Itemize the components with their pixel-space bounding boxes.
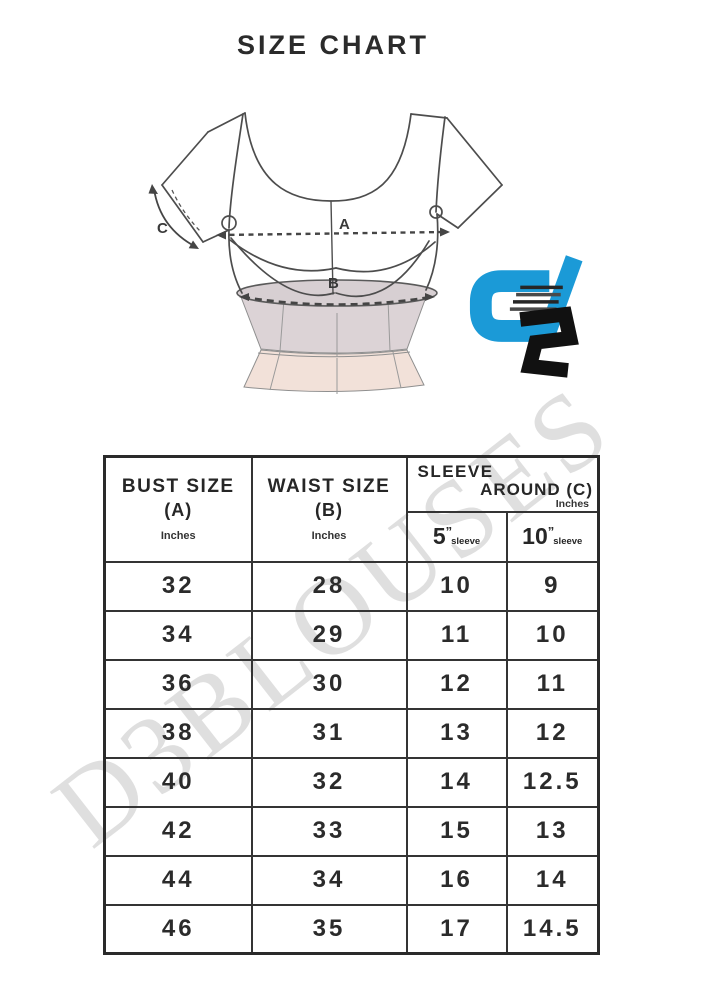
waist-measure-line (239, 293, 435, 306)
waist-value-cell: 33 (250, 805, 408, 857)
waist-value-cell: 28 (250, 560, 408, 612)
sleeve5-value-cell: 12 (405, 658, 508, 710)
sleeve5-value-cell: 14 (405, 756, 508, 808)
sleeve10-value-cell: 12.5 (505, 756, 600, 808)
bust-value-cell: 34 (103, 609, 253, 661)
size-row: 40 32 14 12.5 (103, 756, 600, 808)
bust-measure-label: A (339, 216, 350, 233)
sleeve10-value-cell: 10 (505, 609, 600, 661)
blouse-outline (161, 112, 503, 298)
logo-3-icon (519, 306, 579, 378)
bust-header-letter: (A) (164, 499, 193, 520)
size-row: 34 29 11 10 (103, 609, 600, 661)
waist-header-unit: Inches (311, 529, 347, 542)
sleeve-10-inch-mark: ” (547, 524, 554, 539)
size-row: 46 35 17 14.5 (103, 903, 600, 955)
bust-value-cell: 46 (103, 903, 253, 955)
sleeve-10-number: 10 (522, 523, 548, 549)
bust-value-cell: 36 (103, 658, 253, 710)
sleeve-5-inch-mark: ” (445, 524, 452, 539)
waist-value-cell: 30 (250, 658, 408, 710)
size-row: 32 28 10 9 (103, 560, 600, 612)
sleeve-measure-line (148, 184, 201, 249)
waist-value-cell: 31 (250, 707, 408, 759)
waist-header-cell: WAIST SIZE (B) Inches (250, 455, 408, 563)
sleeve-5-header-cell: 5”sleeve (405, 510, 508, 563)
blouse-measurement-diagram: A B C (148, 112, 503, 394)
sleeve-header-title: SLEEVE (417, 461, 494, 481)
sleeve-10-word: sleeve (553, 536, 583, 547)
page-title: SIZE CHART (237, 30, 429, 60)
sleeve-10-header-cell: 10”sleeve (505, 510, 600, 563)
sleeve-header-letter: AROUND (C) (480, 479, 593, 499)
bust-value-cell: 38 (103, 707, 253, 759)
sleeve5-value-cell: 17 (405, 903, 508, 955)
size-row: 38 31 13 12 (103, 707, 600, 759)
header-row: BUST SIZE (A) Inches WAIST SIZE (B) Inch… (103, 455, 600, 563)
sleeve-5-word: sleeve (451, 536, 481, 547)
sleeve10-value-cell: 14 (505, 854, 600, 906)
waist-value-cell: 29 (250, 609, 408, 661)
sleeve-5-number: 5 (432, 523, 446, 549)
d3-logo (469, 255, 583, 378)
size-row: 44 34 16 14 (103, 854, 600, 906)
sleeve10-value-cell: 12 (505, 707, 600, 759)
sleeve5-value-cell: 11 (405, 609, 508, 661)
sleeve-header-cell: SLEEVE AROUND (C) Inches (405, 455, 600, 513)
sleeve-measure-label: C (157, 220, 168, 237)
sleeve10-value-cell: 14.5 (505, 903, 600, 955)
bust-header-cell: BUST SIZE (A) Inches (103, 455, 253, 563)
bust-header-unit: Inches (160, 529, 196, 542)
sleeve-subheader-row: 5”sleeve 10”sleeve (105, 510, 600, 563)
sleeve5-value-cell: 15 (405, 805, 508, 857)
size-row: 36 30 12 11 (103, 658, 600, 710)
bust-value-cell: 40 (103, 756, 253, 808)
waist-value-cell: 34 (250, 854, 408, 906)
waist-value-cell: 35 (250, 903, 408, 955)
bust-value-cell: 32 (103, 560, 253, 612)
skirt-shape (240, 296, 427, 394)
bust-measure-line (216, 227, 450, 240)
sleeve10-value-cell: 13 (505, 805, 600, 857)
waist-measure-label: B (328, 275, 339, 292)
waist-header-letter: (B) (315, 499, 343, 520)
bust-value-cell: 44 (103, 854, 253, 906)
size-table: BUST SIZE (A) Inches WAIST SIZE (B) Inch… (103, 455, 600, 955)
sleeve-header-unit: Inches (555, 497, 589, 510)
waist-header-title: WAIST SIZE (267, 475, 391, 497)
size-row: 42 33 15 13 (103, 805, 600, 857)
sleeve5-value-cell: 16 (405, 854, 508, 906)
waist-value-cell: 32 (250, 756, 408, 808)
sleeve5-value-cell: 10 (405, 560, 508, 612)
sleeve10-value-cell: 9 (505, 560, 600, 612)
sleeve10-value-cell: 11 (505, 658, 600, 710)
bust-value-cell: 42 (103, 805, 253, 857)
bust-header-title: BUST SIZE (121, 475, 235, 497)
sleeve5-value-cell: 13 (405, 707, 508, 759)
